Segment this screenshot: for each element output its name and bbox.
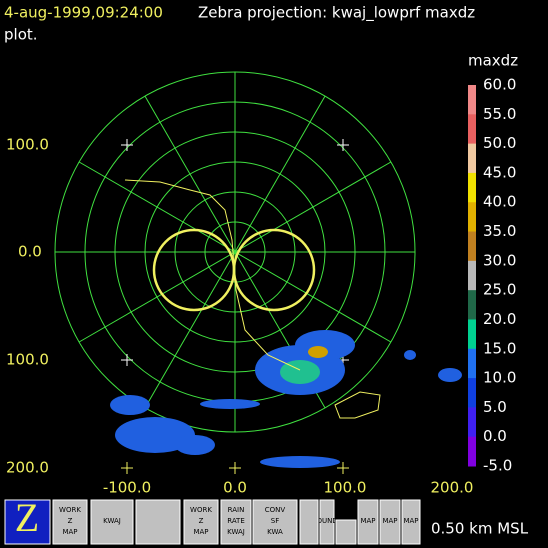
toolbar-button[interactable]: [379, 499, 401, 545]
colorbar-segment: [468, 114, 476, 145]
colorbar-segment: [468, 319, 476, 350]
button-label: SF: [271, 517, 279, 525]
cross-marker: [229, 462, 241, 474]
title-wrap: plot.: [4, 26, 38, 44]
button-label: KWA: [267, 528, 283, 536]
button-label: KWAJ: [227, 528, 245, 536]
button-label: RATE: [227, 517, 245, 525]
cross-marker: [121, 462, 133, 474]
toolbar-button[interactable]: [220, 499, 252, 545]
toolbar-button[interactable]: [401, 499, 421, 545]
y-label: 0.0: [18, 243, 42, 261]
toolbar-button[interactable]: [135, 499, 181, 545]
timestamp: 4-aug-1999,09:24:00: [4, 4, 163, 22]
colorbar-tick: 55.0: [483, 105, 516, 123]
y-label: 100.0: [6, 351, 49, 369]
button-label: WORK: [59, 506, 81, 514]
x-label: -100.0: [103, 479, 151, 497]
colorbar-tick: 30.0: [483, 251, 516, 269]
toolbar-button[interactable]: [52, 499, 88, 545]
spoke: [78, 161, 392, 343]
colorbar-segment: [468, 407, 476, 438]
coastlines: [124, 179, 381, 419]
x-label: 200.0: [431, 479, 474, 497]
colorbar-tick: 20.0: [483, 310, 516, 328]
colorbar-segment: [468, 231, 476, 262]
zebra-logo: Z: [15, 495, 39, 540]
toolbar-button[interactable]: [90, 499, 134, 545]
title: Zebra projection: kwaj_lowprf maxdz: [198, 4, 475, 23]
button-label: MAP: [360, 517, 375, 525]
colorbar-segment: [468, 348, 476, 379]
colorbar-tick: 40.0: [483, 193, 516, 211]
colorbar-tick: 45.0: [483, 163, 516, 181]
toolbar-button[interactable]: [299, 499, 319, 545]
y-label: 200.0: [6, 459, 49, 477]
colorbar-tick: 25.0: [483, 281, 516, 299]
cross-marker: [337, 139, 349, 151]
colorbar-tick: 60.0: [483, 76, 516, 94]
colorbar-segment: [468, 202, 476, 233]
cross-marker: [337, 462, 349, 474]
cross-marker: [121, 354, 133, 366]
button-label: MAP: [193, 528, 208, 536]
x-label: 100.0: [324, 479, 367, 497]
colorbar-segment: [468, 143, 476, 174]
button-label: MAP: [62, 528, 77, 536]
button-label: BOUNDS: [312, 517, 343, 525]
colorbar-tick: -5.0: [483, 457, 512, 475]
toolbar-button[interactable]: [319, 499, 335, 545]
toolbar-buttons: WORK Z MAP KWAJ WORK Z MAP RAIN RATE KWAJ CONV SF KW…: [52, 499, 421, 545]
button-label: KWAJ: [103, 517, 121, 525]
zebra-button[interactable]: [4, 499, 51, 545]
colorbar-segment: [468, 290, 476, 320]
cross-marker: [121, 139, 133, 151]
button-label: Z: [199, 517, 204, 525]
colorbar-label: maxdz: [468, 52, 518, 70]
colorbar-tick: 15.0: [483, 339, 516, 357]
colorbar-tick: 0.0: [483, 427, 507, 445]
colorbar-tick: 5.0: [483, 398, 507, 416]
colorbar-tick: 35.0: [483, 222, 516, 240]
altitude: 0.50 km MSL: [431, 520, 529, 538]
colorbar-tick: 10.0: [483, 369, 516, 387]
button-label: Z: [68, 517, 73, 525]
toolbar-button[interactable]: [252, 499, 298, 545]
colorbar-segment: [468, 436, 476, 467]
colorbar-segment: [468, 85, 476, 115]
colorbar-segment: [468, 260, 476, 291]
button-label: WORK: [190, 506, 212, 514]
colorbar-segment: [468, 378, 476, 408]
toolbar-button[interactable]: [335, 519, 357, 545]
button-label: MAP: [382, 517, 397, 525]
button-label: CONV: [265, 506, 286, 514]
x-label: 0.0: [223, 479, 247, 497]
toolbar-button[interactable]: [183, 499, 219, 545]
colorbar: 60.0 55.0 50.0 45.0 40.0 35.0 30.0 25.0 20.0 15.0…: [468, 76, 516, 475]
colorbar-segment: [468, 172, 476, 203]
y-label: 100.0: [6, 136, 49, 154]
button-label: MAP: [403, 517, 418, 525]
button-label: RAIN: [228, 506, 245, 514]
colorbar-tick: 50.0: [483, 134, 516, 152]
toolbar-button[interactable]: [357, 499, 379, 545]
